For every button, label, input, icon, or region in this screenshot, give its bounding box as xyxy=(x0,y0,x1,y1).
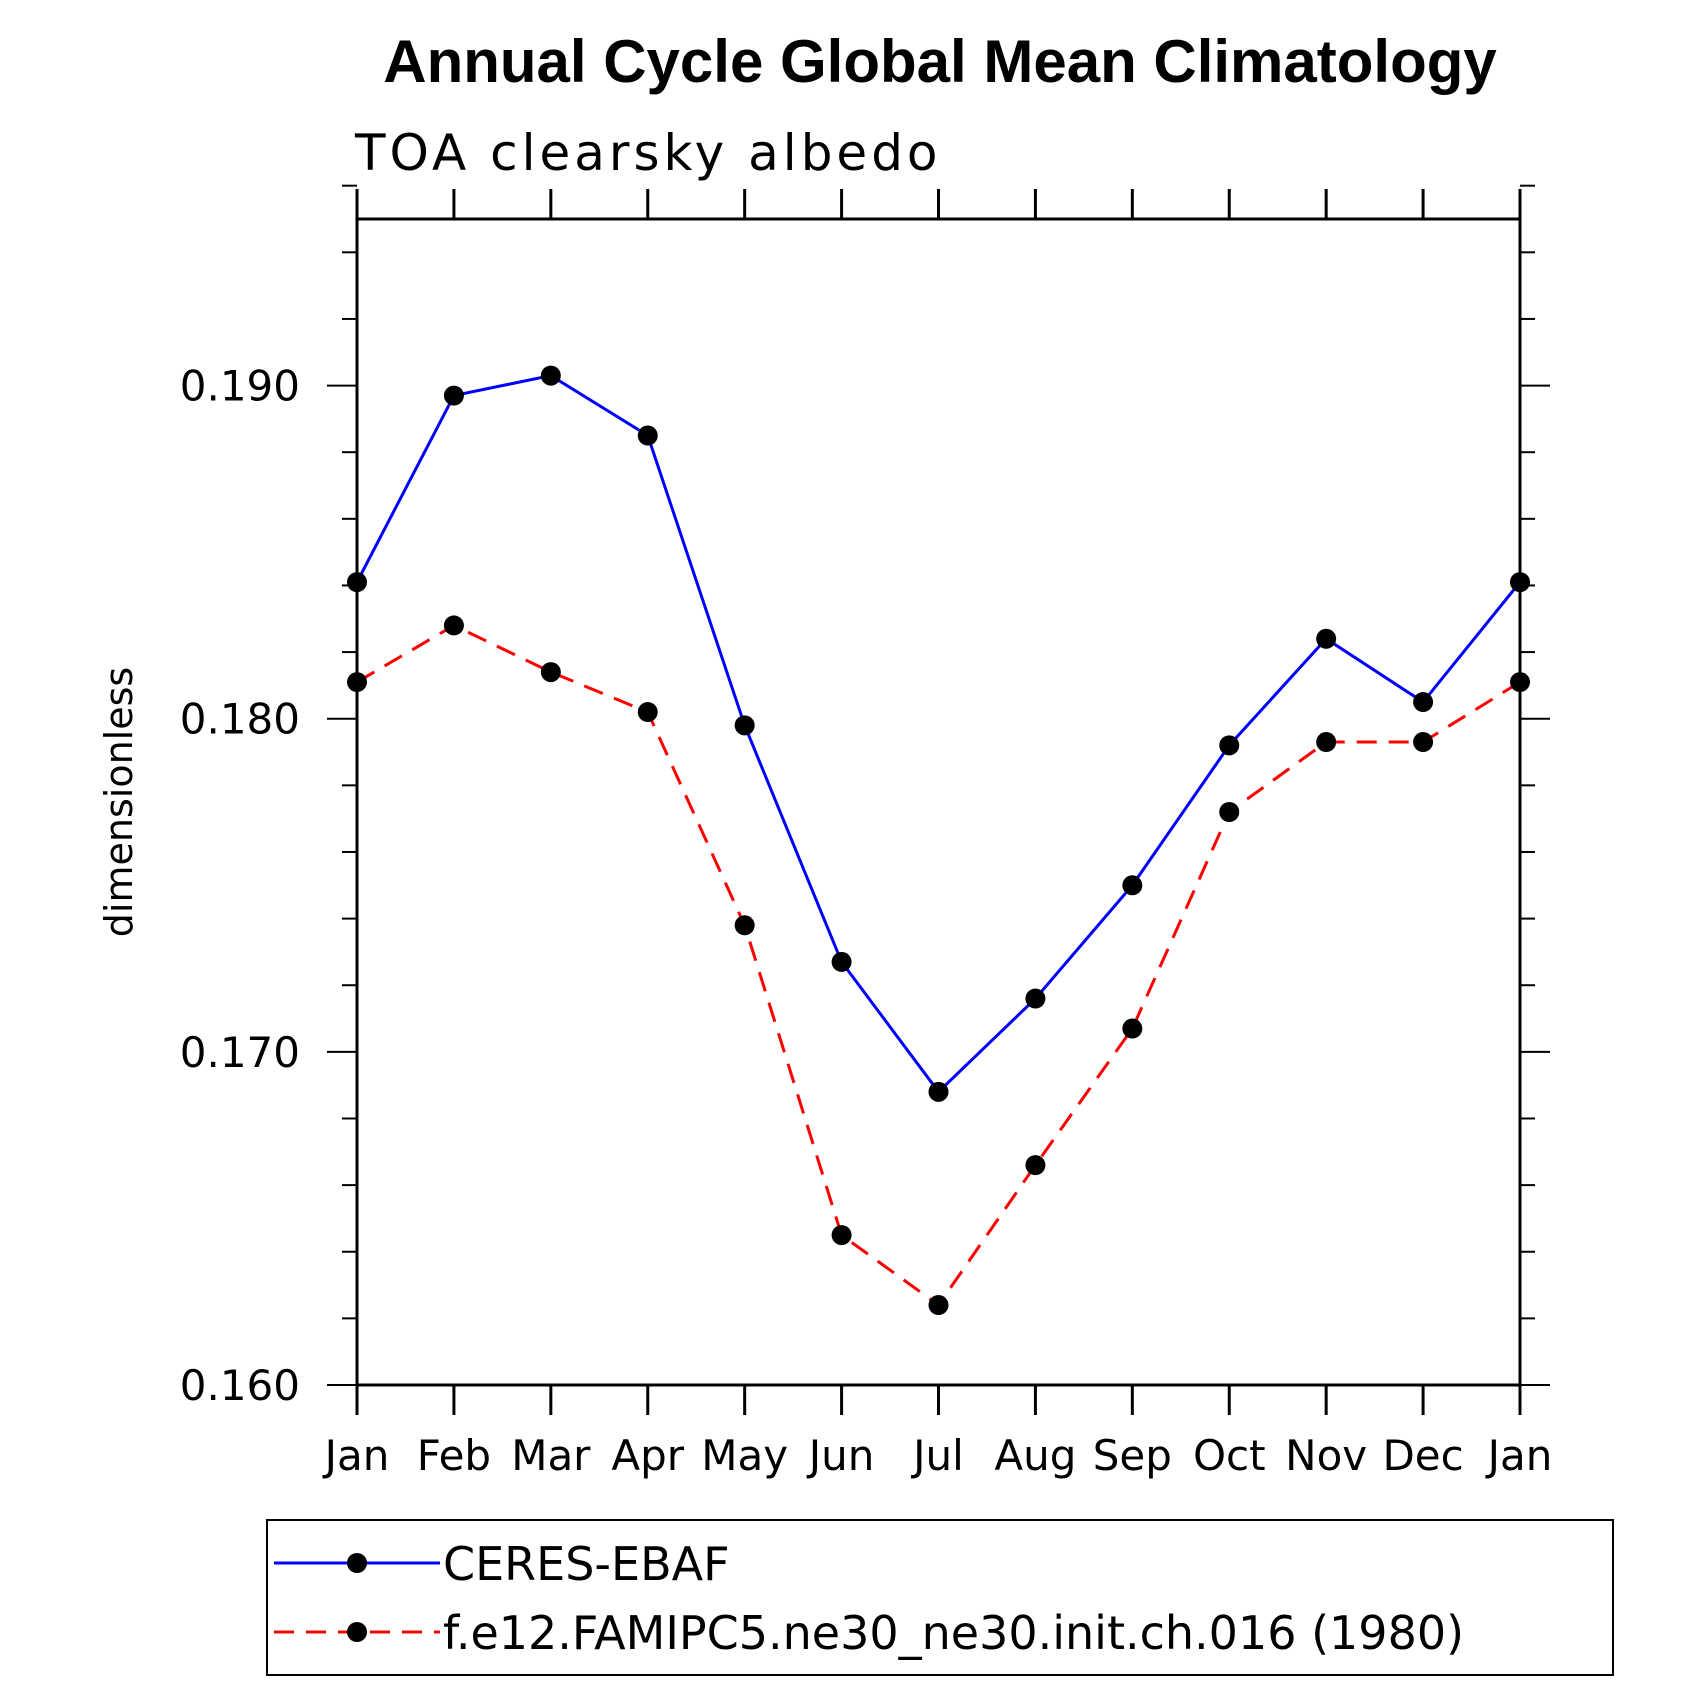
series-0-point xyxy=(928,1081,949,1102)
legend-label-model: f.e12.FAMIPC5.ne30_ne30.init.ch.016 (198… xyxy=(443,1606,1464,1660)
x-tick-label: Aug xyxy=(994,1431,1076,1480)
series-0-point xyxy=(1510,572,1530,593)
series-line-1 xyxy=(356,623,1521,1308)
legend-marker-model xyxy=(347,1622,367,1642)
series-0-point xyxy=(1413,692,1434,713)
series-1-point xyxy=(831,1225,852,1246)
x-tick-label: Jul xyxy=(910,1431,964,1480)
series-1-point xyxy=(1219,801,1240,822)
plot-frame xyxy=(355,217,1522,1387)
legend-label-ceres: CERES-EBAF xyxy=(443,1537,730,1591)
series-0-point xyxy=(540,365,561,386)
series-1-point xyxy=(637,702,658,723)
series-0-point xyxy=(1316,628,1337,649)
series-1-point xyxy=(347,672,367,693)
series-0-point xyxy=(1025,988,1046,1009)
series-0-point xyxy=(734,715,755,736)
series-line-0 xyxy=(355,373,1522,1095)
chart-title: Annual Cycle Global Mean Climatology xyxy=(383,28,1497,95)
x-tick-label: Mar xyxy=(511,1431,591,1480)
y-tick-labels: 0.160 0.170 0.180 0.190 xyxy=(180,362,300,1410)
x-tick-label: Nov xyxy=(1285,1431,1367,1480)
chart-subtitle: TOA clearsky albedo xyxy=(354,124,942,182)
series-1-point xyxy=(928,1295,949,1316)
legend-box xyxy=(266,1519,1614,1676)
x-tick-label: Apr xyxy=(611,1431,684,1480)
series-0-point xyxy=(347,572,367,593)
x-tick-label: Sep xyxy=(1093,1431,1172,1480)
y-tick-label: 0.160 xyxy=(180,1361,300,1410)
x-tick-label: Dec xyxy=(1382,1431,1463,1480)
y-tick-label: 0.180 xyxy=(180,695,300,744)
legend-marker-ceres xyxy=(347,1553,367,1573)
series-0-point xyxy=(831,951,852,972)
series-1-point xyxy=(734,915,755,936)
x-tick-label: Oct xyxy=(1193,1431,1266,1480)
series-0-point xyxy=(1122,875,1143,896)
x-tick-label: Feb xyxy=(417,1431,491,1480)
x-tick-label: Jan xyxy=(322,1431,390,1480)
series-1-point xyxy=(540,662,561,683)
series-0-point xyxy=(637,425,658,446)
series-1-point xyxy=(1025,1155,1046,1176)
series-1-point xyxy=(1122,1018,1143,1039)
x-tick-label: Jan xyxy=(1485,1431,1553,1480)
x-tick-label: Jun xyxy=(806,1431,875,1480)
legend: CERES-EBAF f.e12.FAMIPC5.ne30_ne30.init.… xyxy=(266,1519,1614,1676)
y-axis-label: dimensionless xyxy=(97,667,141,937)
series-group xyxy=(347,365,1530,1316)
axis-ticks xyxy=(327,184,1550,1415)
series-1-point xyxy=(1316,732,1337,753)
x-tick-label: May xyxy=(701,1431,788,1480)
series-1-point xyxy=(443,615,464,636)
x-tick-labels: Jan Feb Mar Apr May Jun Jul Aug Sep Oct Nov Dec Jan xyxy=(322,1431,1553,1480)
series-0-point xyxy=(1219,735,1240,756)
y-tick-label: 0.190 xyxy=(180,362,300,411)
series-0-point xyxy=(443,385,464,406)
y-tick-label: 0.170 xyxy=(180,1028,300,1077)
series-1-point xyxy=(1413,732,1434,753)
series-1-point xyxy=(1510,672,1530,693)
